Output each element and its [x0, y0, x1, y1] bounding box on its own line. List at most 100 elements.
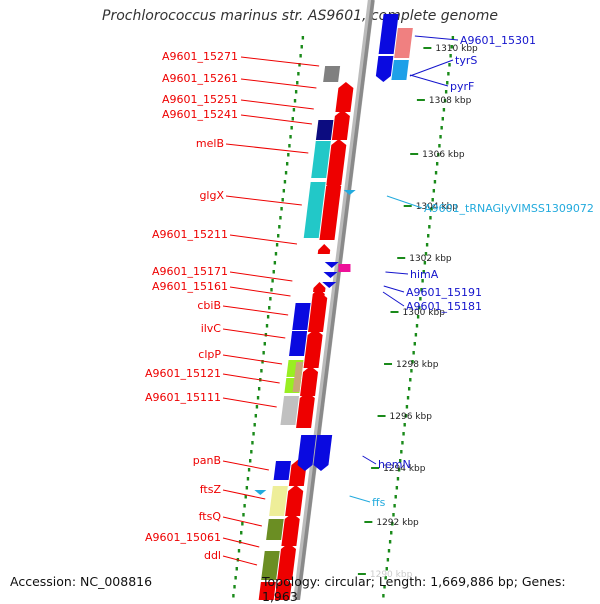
scale-dot	[285, 162, 289, 166]
scale-dot	[253, 423, 256, 427]
scale-dot	[451, 36, 455, 40]
gene-leader-line	[222, 328, 286, 339]
scale-dot	[394, 495, 397, 499]
gene-leader-line	[225, 143, 309, 154]
scale-dot	[275, 243, 279, 247]
gene-feature-box	[303, 182, 326, 238]
scale-dot	[412, 351, 415, 355]
gene-feature-box	[311, 141, 331, 178]
scale-dot	[296, 81, 299, 85]
scale-dot	[395, 486, 399, 490]
right-gene-label: A9601_15301	[460, 34, 536, 47]
scale-dot	[433, 180, 437, 184]
gene-feature-box	[273, 461, 291, 480]
kbp-tick-label: 1298 kbp	[396, 360, 439, 370]
scale-dot	[262, 351, 265, 355]
gene-leader-line	[383, 285, 405, 293]
scale-dot	[420, 288, 423, 292]
scale-dot	[448, 63, 451, 67]
scale-dot	[284, 171, 288, 175]
kbp-tick-label: 1304 kbp	[416, 202, 459, 212]
forward-gene-arrow	[308, 292, 328, 332]
kbp-tick-label: 1306 kbp	[422, 150, 465, 160]
gene-feature-box	[323, 66, 341, 82]
scale-dot	[383, 585, 386, 589]
gene-feature-box	[261, 551, 280, 580]
scale-dot	[242, 513, 245, 517]
scale-dot	[266, 315, 270, 319]
gene-leader-line	[225, 195, 302, 206]
kbp-tick-label: 1290 kbp	[370, 570, 413, 580]
scale-dot	[299, 54, 302, 58]
gene-feature-box	[258, 582, 276, 600]
scale-dot	[234, 576, 237, 580]
scale-dot	[423, 261, 427, 265]
scale-dot	[438, 144, 441, 148]
scale-dot	[232, 594, 235, 598]
forward-gene-arrow	[319, 180, 342, 240]
scale-dot	[399, 459, 402, 463]
rna-gene-mark	[343, 190, 356, 195]
scale-dot	[270, 288, 273, 292]
right-gene-label: tyrS	[455, 54, 477, 67]
scale-dot	[382, 594, 385, 598]
left-gene-label: A9601_15211	[152, 228, 228, 241]
accession-label: Accession: NC_008816	[10, 574, 153, 589]
scale-dot	[402, 432, 405, 436]
scale-dot	[391, 522, 394, 526]
left-gene-label: ftsZ	[200, 483, 222, 496]
gene-leader-line	[229, 234, 298, 245]
left-gene-label: ddl	[204, 549, 221, 562]
scale-dot	[397, 468, 401, 472]
gene-feature-box	[269, 486, 288, 516]
gene-feature-box	[266, 519, 284, 540]
scale-dot	[278, 225, 281, 229]
scale-dot	[245, 486, 249, 490]
scale-dot	[291, 117, 294, 121]
scale-dot	[409, 378, 412, 382]
gene-leader-line	[385, 271, 409, 275]
scale-dot	[293, 99, 297, 103]
scale-dot	[419, 297, 422, 301]
forward-gene-arrow	[277, 543, 296, 580]
scale-dot	[246, 477, 250, 481]
right-gene-label: A9601_tRNAGlyVIMSS1309072	[424, 202, 594, 215]
scale-dot	[263, 342, 266, 346]
reverse-gene-arrow	[323, 272, 338, 278]
forward-gene-arrow	[296, 392, 315, 428]
scale-dot	[300, 45, 303, 49]
scale-dot	[279, 216, 282, 220]
scale-dot	[288, 144, 291, 148]
scale-dot	[280, 207, 283, 211]
left-gene-label: A9601_15121	[145, 367, 221, 380]
scale-dot	[440, 126, 443, 130]
reverse-gene-arrow	[297, 435, 317, 471]
reverse-gene-arrow	[378, 14, 399, 54]
scale-dot	[243, 504, 246, 508]
gene-leader-line	[222, 354, 283, 365]
scale-dot	[449, 54, 452, 58]
left-gene-label: clpP	[198, 348, 221, 361]
gene-leader-line	[240, 114, 312, 125]
scale-dot	[427, 234, 430, 238]
gene-leader-line	[240, 78, 317, 89]
scale-dot	[251, 441, 254, 445]
scale-dot	[273, 261, 277, 265]
left-gene-label: A9601_15241	[162, 108, 238, 121]
scale-dot	[392, 513, 395, 517]
right-gene-label: himA	[410, 268, 439, 281]
reverse-gene-arrow	[324, 262, 339, 268]
gene-feature-box	[292, 362, 304, 392]
gene-leader-line	[349, 495, 371, 503]
gene-leader-line	[386, 195, 423, 209]
gene-leader-line	[240, 56, 320, 67]
reverse-gene-arrow	[375, 56, 394, 82]
scale-dot	[432, 189, 436, 193]
scale-dot	[444, 90, 448, 94]
gene-leader-line	[222, 305, 289, 316]
scale-dot	[254, 414, 258, 418]
scale-dot	[235, 567, 238, 571]
gene-leader-line	[222, 516, 262, 527]
gene-feature-box	[338, 264, 351, 272]
